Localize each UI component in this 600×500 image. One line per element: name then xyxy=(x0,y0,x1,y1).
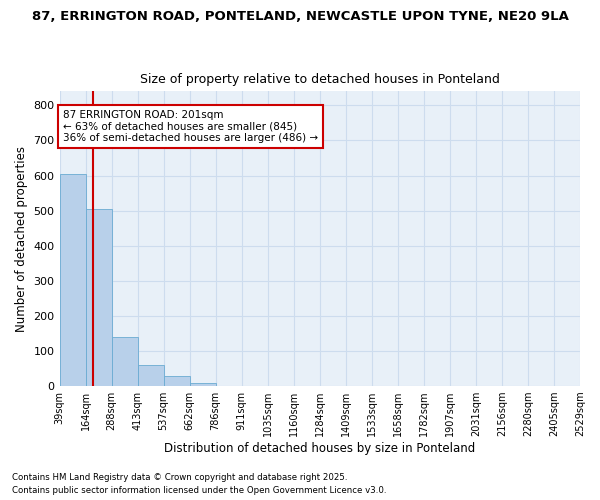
Y-axis label: Number of detached properties: Number of detached properties xyxy=(15,146,28,332)
Title: Size of property relative to detached houses in Ponteland: Size of property relative to detached ho… xyxy=(140,73,500,86)
Text: 87, ERRINGTON ROAD, PONTELAND, NEWCASTLE UPON TYNE, NE20 9LA: 87, ERRINGTON ROAD, PONTELAND, NEWCASTLE… xyxy=(32,10,568,23)
X-axis label: Distribution of detached houses by size in Ponteland: Distribution of detached houses by size … xyxy=(164,442,475,455)
Bar xyxy=(112,337,138,386)
Bar xyxy=(59,174,86,386)
Bar xyxy=(190,383,215,386)
Bar xyxy=(164,376,190,386)
Text: Contains HM Land Registry data © Crown copyright and database right 2025.
Contai: Contains HM Land Registry data © Crown c… xyxy=(12,474,386,495)
Bar xyxy=(138,365,164,386)
Bar xyxy=(86,209,112,386)
Text: 87 ERRINGTON ROAD: 201sqm
← 63% of detached houses are smaller (845)
36% of semi: 87 ERRINGTON ROAD: 201sqm ← 63% of detac… xyxy=(63,110,318,143)
